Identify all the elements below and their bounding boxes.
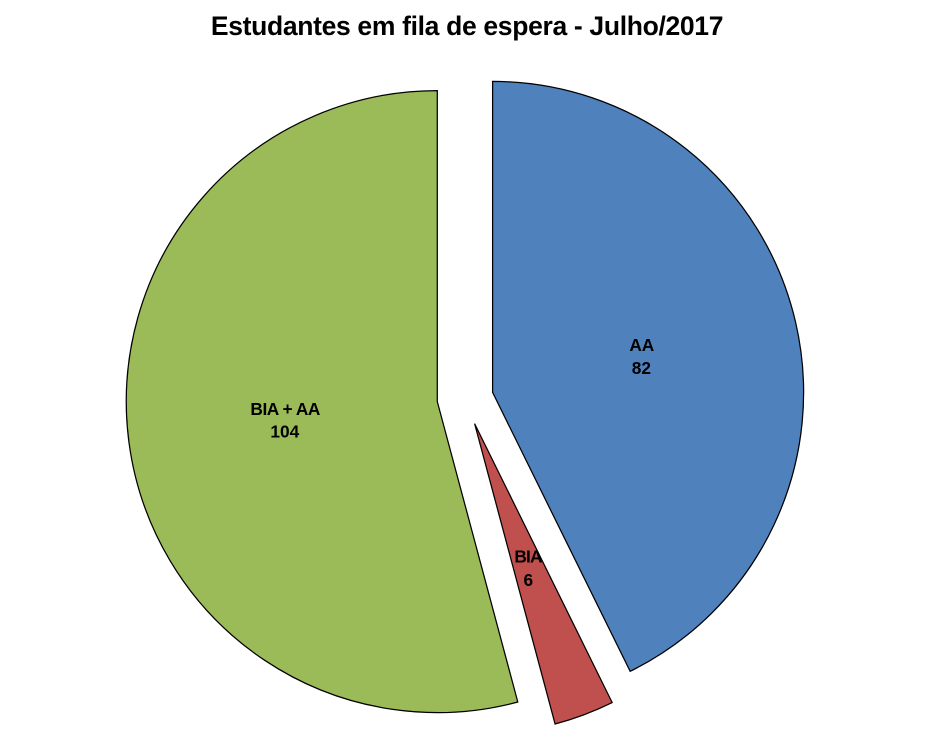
svg-text:BIA: BIA	[514, 547, 543, 567]
svg-text:BIA + AA: BIA + AA	[250, 399, 321, 419]
svg-text:AA: AA	[629, 335, 654, 355]
svg-text:6: 6	[523, 570, 533, 590]
svg-text:82: 82	[632, 358, 651, 378]
svg-text:104: 104	[270, 421, 299, 441]
svg-text:Estudantes em fila de espera -: Estudantes em fila de espera - Julho/201…	[211, 11, 723, 41]
